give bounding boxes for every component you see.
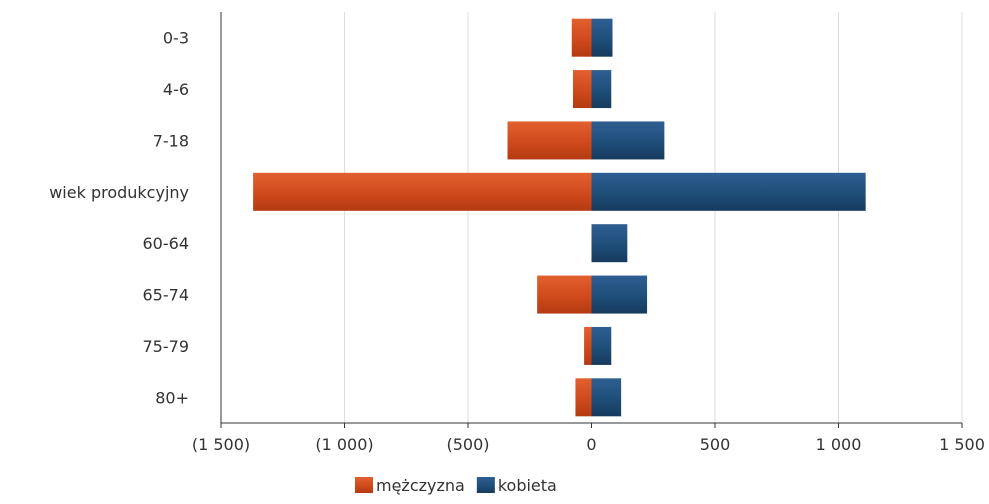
bar-male-2 (507, 121, 592, 160)
legend: mężczyzna kobieta (355, 476, 557, 495)
bar-male-3 (253, 172, 592, 211)
category-labels: 0-3 4-6 7-18 wiek produkcyjny 60-64 65-74 75-7… (49, 29, 189, 408)
x-tick-label: (1 000) (315, 435, 373, 454)
legend-swatch-female (476, 477, 495, 493)
category-label: wiek produkcyjny (49, 183, 189, 202)
bar-female-2 (591, 121, 665, 160)
bar-female-7 (591, 378, 622, 417)
x-tick-label: 500 (700, 435, 731, 454)
bar-female-4 (591, 224, 628, 263)
category-label: 75-79 (143, 337, 190, 356)
bar-female-0 (591, 18, 613, 57)
category-label: 60-64 (143, 234, 190, 253)
category-label: 65-74 (143, 286, 190, 305)
category-label: 4-6 (163, 80, 189, 99)
x-tick-label: (1 500) (192, 435, 250, 454)
bars (253, 18, 866, 417)
bar-female-3 (591, 172, 866, 211)
x-tick-label: 0 (586, 435, 596, 454)
category-label: 80+ (155, 388, 189, 407)
bar-male-6 (584, 326, 592, 365)
category-label: 0-3 (163, 29, 189, 48)
x-tick-label: (500) (446, 435, 489, 454)
legend-swatch-male (355, 477, 373, 493)
category-label: 7-18 (153, 131, 189, 150)
bar-female-6 (591, 326, 612, 365)
x-tick-label: 1 500 (939, 435, 985, 454)
x-tick-label: 1 000 (816, 435, 862, 454)
bar-male-0 (571, 18, 592, 57)
legend-label-male: mężczyzna (376, 476, 465, 495)
legend-label-female: kobieta (498, 476, 557, 495)
bar-male-1 (572, 70, 592, 109)
x-axis: (1 500) (1 000) (500) 0 500 1 000 1 500 (192, 12, 985, 454)
bar-male-5 (537, 275, 592, 314)
bar-female-5 (591, 275, 648, 314)
bar-male-7 (575, 378, 592, 417)
bar-female-1 (591, 70, 612, 109)
